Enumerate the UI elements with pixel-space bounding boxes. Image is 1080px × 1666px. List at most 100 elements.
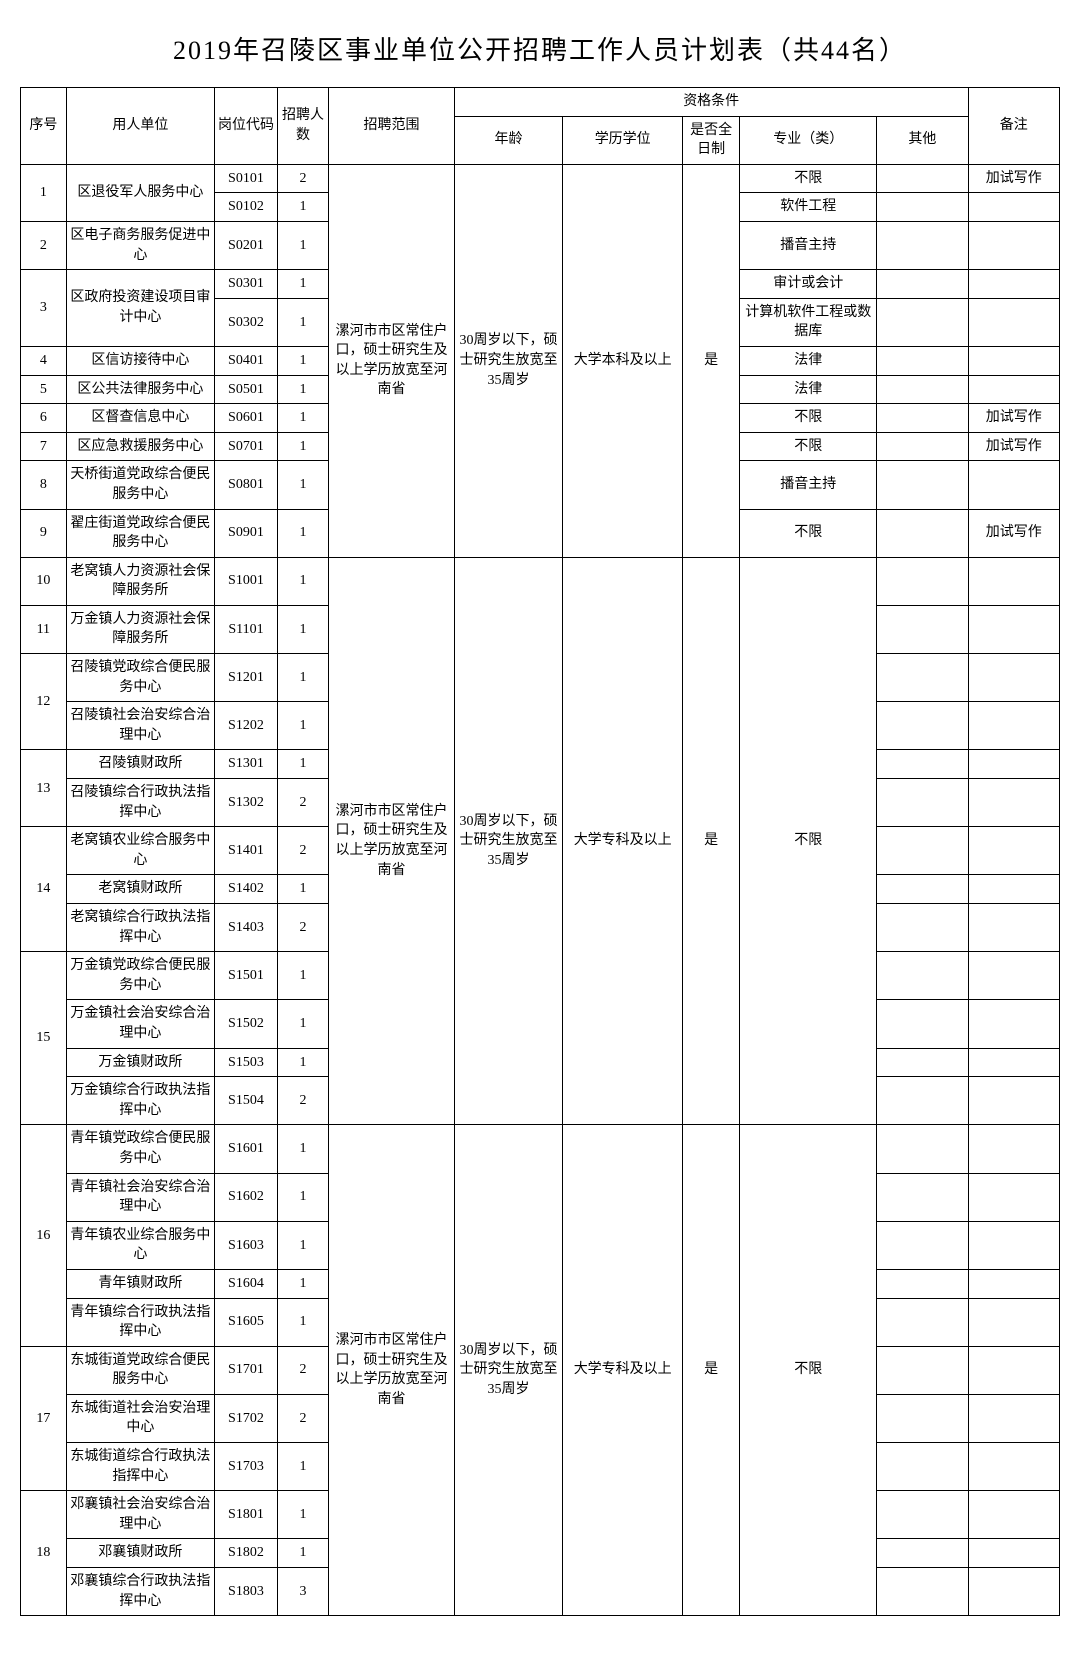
cell-remark <box>968 1346 1059 1394</box>
cell-other <box>877 1491 968 1539</box>
cell-code: S1502 <box>215 1000 278 1048</box>
cell-num: 1 <box>277 375 328 404</box>
cell-major: 不限 <box>740 404 877 433</box>
cell-unit: 老窝镇财政所 <box>66 875 214 904</box>
cell-code: S1702 <box>215 1394 278 1442</box>
cell-remark <box>968 779 1059 827</box>
th-seq: 序号 <box>21 88 67 165</box>
cell-num: 2 <box>277 779 328 827</box>
cell-remark <box>968 557 1059 605</box>
cell-num: 2 <box>277 1394 328 1442</box>
cell-remark <box>968 346 1059 375</box>
cell-other <box>877 1539 968 1568</box>
cell-remark <box>968 1568 1059 1616</box>
th-code: 岗位代码 <box>215 88 278 165</box>
cell-unit: 青年镇农业综合服务中心 <box>66 1221 214 1269</box>
cell-scope: 漯河市市区常住户口，硕士研究生及以上学历放宽至河南省 <box>329 557 455 1125</box>
cell-code: S0801 <box>215 461 278 509</box>
cell-other <box>877 952 968 1000</box>
cell-ft: 是 <box>683 164 740 557</box>
cell-unit: 召陵镇社会治安综合治理中心 <box>66 702 214 750</box>
cell-major: 不限 <box>740 432 877 461</box>
cell-seq: 9 <box>21 509 67 557</box>
cell-remark <box>968 1394 1059 1442</box>
cell-remark: 加试写作 <box>968 509 1059 557</box>
cell-unit: 老窝镇人力资源社会保障服务所 <box>66 557 214 605</box>
cell-unit: 东城街道党政综合便民服务中心 <box>66 1346 214 1394</box>
cell-unit: 邓襄镇社会治安综合治理中心 <box>66 1491 214 1539</box>
cell-unit: 东城街道综合行政执法指挥中心 <box>66 1443 214 1491</box>
cell-unit: 青年镇社会治安综合治理中心 <box>66 1173 214 1221</box>
cell-edu: 大学本科及以上 <box>563 164 683 557</box>
cell-unit: 区信访接待中心 <box>66 346 214 375</box>
cell-code: S0401 <box>215 346 278 375</box>
cell-num: 1 <box>277 557 328 605</box>
cell-remark <box>968 461 1059 509</box>
cell-other <box>877 557 968 605</box>
cell-edu: 大学专科及以上 <box>563 1125 683 1616</box>
cell-unit: 区督查信息中心 <box>66 404 214 433</box>
cell-code: S1801 <box>215 1491 278 1539</box>
cell-num: 1 <box>277 952 328 1000</box>
cell-unit: 区应急救援服务中心 <box>66 432 214 461</box>
cell-num: 2 <box>277 904 328 952</box>
recruitment-table: 序号 用人单位 岗位代码 招聘人数 招聘范围 资格条件 备注 年龄 学历学位 是… <box>20 87 1060 1616</box>
cell-num: 2 <box>277 164 328 193</box>
cell-scope: 漯河市市区常住户口，硕士研究生及以上学历放宽至河南省 <box>329 164 455 557</box>
cell-other <box>877 164 968 193</box>
cell-num: 1 <box>277 432 328 461</box>
cell-other <box>877 702 968 750</box>
th-ft: 是否全日制 <box>683 116 740 164</box>
th-age: 年龄 <box>454 116 562 164</box>
cell-code: S0302 <box>215 298 278 346</box>
cell-remark <box>968 193 1059 222</box>
cell-seq: 15 <box>21 952 67 1125</box>
cell-num: 1 <box>277 875 328 904</box>
cell-other <box>877 221 968 269</box>
cell-unit: 万金镇人力资源社会保障服务所 <box>66 605 214 653</box>
cell-remark <box>968 298 1059 346</box>
cell-scope: 漯河市市区常住户口，硕士研究生及以上学历放宽至河南省 <box>329 1125 455 1616</box>
cell-seq: 14 <box>21 827 67 952</box>
cell-unit: 翟庄街道党政综合便民服务中心 <box>66 509 214 557</box>
cell-num: 1 <box>277 1269 328 1298</box>
cell-other <box>877 375 968 404</box>
cell-other <box>877 1077 968 1125</box>
cell-major: 计算机软件工程或数据库 <box>740 298 877 346</box>
th-major: 专业（类） <box>740 116 877 164</box>
cell-code: S1401 <box>215 827 278 875</box>
cell-other <box>877 298 968 346</box>
cell-code: S1803 <box>215 1568 278 1616</box>
cell-major: 法律 <box>740 375 877 404</box>
cell-code: S0201 <box>215 221 278 269</box>
cell-remark <box>968 904 1059 952</box>
cell-num: 2 <box>277 827 328 875</box>
cell-remark <box>968 702 1059 750</box>
cell-seq: 6 <box>21 404 67 433</box>
cell-seq: 4 <box>21 346 67 375</box>
cell-remark <box>968 1443 1059 1491</box>
cell-unit: 万金镇综合行政执法指挥中心 <box>66 1077 214 1125</box>
cell-major: 不限 <box>740 509 877 557</box>
cell-code: S1602 <box>215 1173 278 1221</box>
cell-remark <box>968 750 1059 779</box>
cell-other <box>877 904 968 952</box>
cell-other <box>877 461 968 509</box>
cell-remark <box>968 654 1059 702</box>
cell-seq: 3 <box>21 270 67 347</box>
cell-other <box>877 654 968 702</box>
cell-unit: 召陵镇党政综合便民服务中心 <box>66 654 214 702</box>
cell-remark <box>968 827 1059 875</box>
cell-num: 1 <box>277 270 328 299</box>
cell-num: 1 <box>277 1539 328 1568</box>
table-row: 1区退役军人服务中心S01012漯河市市区常住户口，硕士研究生及以上学历放宽至河… <box>21 164 1060 193</box>
cell-code: S0301 <box>215 270 278 299</box>
cell-num: 1 <box>277 221 328 269</box>
cell-code: S1802 <box>215 1539 278 1568</box>
cell-code: S1302 <box>215 779 278 827</box>
cell-other <box>877 1173 968 1221</box>
cell-code: S1301 <box>215 750 278 779</box>
cell-other <box>877 1346 968 1394</box>
cell-code: S0501 <box>215 375 278 404</box>
cell-code: S1604 <box>215 1269 278 1298</box>
